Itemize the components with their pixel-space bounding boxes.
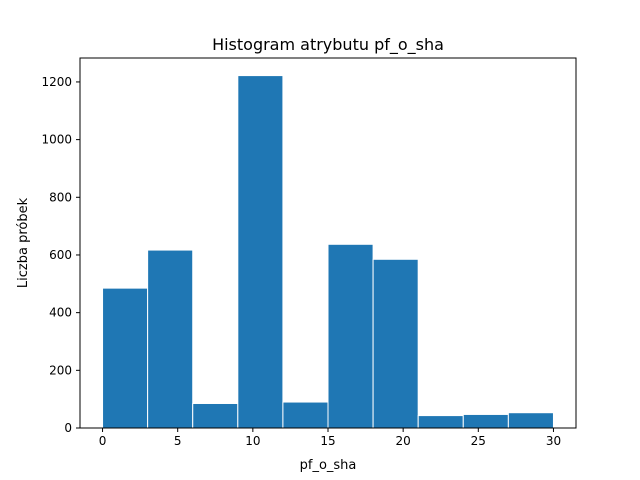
histogram-bar bbox=[282, 401, 329, 429]
y-axis-label: Liczba próbek bbox=[16, 197, 31, 288]
x-axis-label: pf_o_sha bbox=[300, 458, 357, 473]
histogram-bar bbox=[372, 258, 419, 429]
histogram-bar bbox=[147, 249, 194, 429]
histogram-bar bbox=[417, 415, 464, 429]
y-tick-label: 400 bbox=[49, 306, 72, 320]
x-tick-label: 10 bbox=[245, 434, 260, 448]
x-axis-ticks: 0 5 10 15 20 25 30 bbox=[99, 428, 561, 448]
y-tick-label: 200 bbox=[49, 363, 72, 377]
chart-title: Histogram atrybutu pf_o_sha bbox=[212, 35, 444, 55]
histogram-bar bbox=[462, 413, 509, 429]
x-tick-label: 25 bbox=[471, 434, 486, 448]
x-tick-label: 0 bbox=[99, 434, 107, 448]
x-tick-label: 15 bbox=[320, 434, 335, 448]
histogram-bar bbox=[192, 402, 239, 429]
y-tick-label: 1000 bbox=[41, 133, 72, 147]
y-axis-ticks: 0 200 400 600 800 1000 1200 bbox=[41, 75, 80, 435]
histogram-bar bbox=[102, 287, 149, 429]
histogram-bar bbox=[327, 243, 374, 429]
x-tick-label: 30 bbox=[546, 434, 561, 448]
y-tick-label: 1200 bbox=[41, 75, 72, 89]
bars-group bbox=[102, 75, 554, 429]
y-tick-label: 0 bbox=[64, 421, 72, 435]
plot-frame bbox=[79, 57, 577, 429]
x-tick-label: 5 bbox=[174, 434, 182, 448]
y-tick-label: 600 bbox=[49, 248, 72, 262]
histogram-bar bbox=[237, 75, 284, 429]
x-tick-label: 20 bbox=[396, 434, 411, 448]
y-tick-label: 800 bbox=[49, 190, 72, 204]
histogram-bar bbox=[507, 412, 554, 429]
